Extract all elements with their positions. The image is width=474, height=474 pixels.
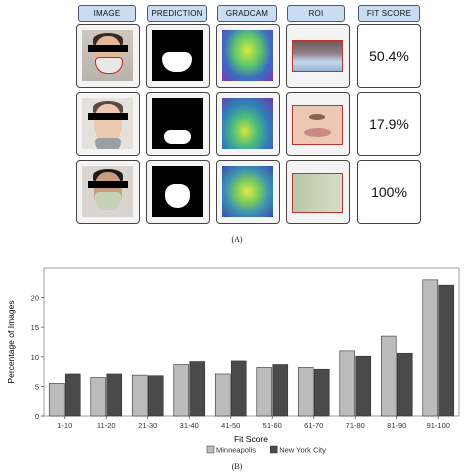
bar-minneapolis [256, 367, 273, 417]
y-tick-label: 10 [31, 353, 39, 362]
plot-area [43, 267, 460, 417]
row2-roi [286, 92, 350, 156]
row1-fit-score: 50.4% [357, 24, 421, 88]
y-tick-label: 20 [31, 294, 39, 303]
bar-new-york-city [313, 368, 330, 417]
bar-minneapolis [90, 377, 107, 417]
bar-minneapolis [339, 350, 356, 417]
bar-minneapolis [173, 364, 190, 417]
row2-prediction [146, 92, 210, 156]
bar-minneapolis [297, 367, 314, 417]
figure-panel-a: IMAGE PREDICTION GRADCAM ROI FIT SCORE 5… [76, 5, 421, 244]
legend-label: New York City [279, 446, 326, 455]
x-axis: 1-10 11-20 21-30 31-40 41-50 51-60 61-70 71-80 8… [57, 416, 450, 430]
legend-label: Minneapolis [216, 446, 256, 455]
bar-minneapolis [131, 374, 148, 417]
x-tick-label: 41-50 [221, 421, 240, 430]
row1-prediction [146, 24, 210, 88]
row1-roi [286, 24, 350, 88]
row3-gradcam [216, 160, 280, 224]
row3-prediction [146, 160, 210, 224]
bar-minneapolis [422, 279, 439, 417]
bar-new-york-city [147, 375, 164, 417]
bar-new-york-city [355, 355, 372, 417]
bar-minneapolis [214, 373, 231, 417]
x-tick-label: 11-20 [97, 421, 116, 430]
bar-new-york-city [438, 284, 455, 417]
y-axis-label: Percentage of Images [6, 300, 16, 383]
row3-roi [286, 160, 350, 224]
x-tick-label: 1-10 [57, 421, 72, 430]
bar-new-york-city [230, 360, 247, 417]
header-image: IMAGE [78, 5, 136, 22]
bar-minneapolis [48, 383, 65, 417]
x-tick-label: 71-80 [346, 421, 365, 430]
bars [48, 279, 455, 417]
bar-new-york-city [106, 373, 123, 417]
header-gradcam: GRADCAM [217, 5, 277, 22]
header-roi: ROI [287, 5, 345, 22]
y-tick-label: 0 [35, 412, 39, 421]
y-axis: 0 5 10 15 20 [31, 294, 44, 421]
row2-image [76, 92, 140, 156]
row3-image [76, 160, 140, 224]
bar-new-york-city [272, 364, 289, 417]
row2-fit-score: 17.9% [357, 92, 421, 156]
bar-new-york-city [64, 373, 81, 417]
x-axis-label: Fit Score [234, 434, 268, 444]
header-fit-score: FIT SCORE [358, 5, 420, 22]
bar-new-york-city [396, 352, 413, 417]
bar-chart: 0 5 10 15 20 1-10 11-20 21-30 31-40 41-50 51-60 61… [6, 267, 460, 455]
legend-swatch [269, 445, 278, 454]
legend: Minneapolis New York City [206, 445, 326, 455]
row1-gradcam [216, 24, 280, 88]
bar-minneapolis [380, 335, 397, 417]
header-prediction: PREDICTION [147, 5, 207, 22]
bar-new-york-city [189, 361, 206, 417]
figure-panel-b: 0 5 10 15 20 1-10 11-20 21-30 31-40 41-50 51-60 61… [0, 258, 474, 474]
x-tick-label: 91-100 [427, 421, 450, 430]
row2-gradcam [216, 92, 280, 156]
x-tick-label: 61-70 [304, 421, 323, 430]
y-tick-label: 5 [35, 382, 39, 391]
x-tick-label: 81-90 [387, 421, 406, 430]
x-tick-label: 51-60 [263, 421, 282, 430]
y-tick-label: 15 [31, 323, 39, 332]
row3-fit-score: 100% [357, 160, 421, 224]
legend-swatch [206, 445, 215, 454]
x-tick-label: 21-30 [138, 421, 157, 430]
caption-a: (A) [231, 235, 243, 244]
row1-image [76, 24, 140, 88]
caption-b: (B) [231, 462, 243, 471]
x-tick-label: 31-40 [180, 421, 199, 430]
